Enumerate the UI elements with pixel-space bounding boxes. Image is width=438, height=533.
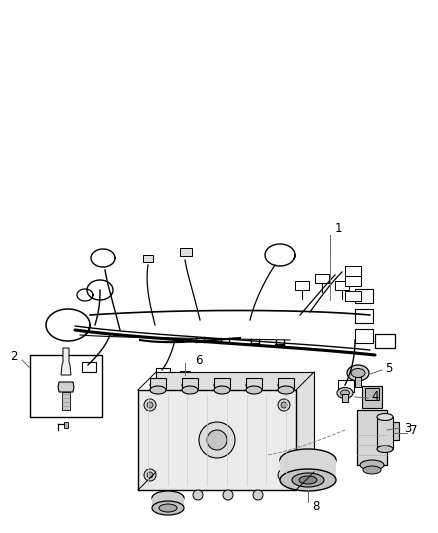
Bar xyxy=(246,378,262,390)
Text: 1: 1 xyxy=(335,222,343,235)
Text: 2: 2 xyxy=(10,351,18,364)
Circle shape xyxy=(144,399,156,411)
Bar xyxy=(362,386,382,408)
Ellipse shape xyxy=(280,449,336,471)
Bar xyxy=(180,371,190,381)
Circle shape xyxy=(207,430,227,450)
Ellipse shape xyxy=(278,386,294,394)
Bar xyxy=(182,378,198,390)
Circle shape xyxy=(223,490,233,500)
Ellipse shape xyxy=(340,390,350,396)
Ellipse shape xyxy=(182,381,198,389)
Ellipse shape xyxy=(278,381,294,389)
Bar xyxy=(64,422,68,428)
Bar xyxy=(177,379,193,391)
Ellipse shape xyxy=(360,460,384,470)
Ellipse shape xyxy=(246,386,262,394)
Ellipse shape xyxy=(182,386,198,394)
Ellipse shape xyxy=(337,387,353,399)
Circle shape xyxy=(278,469,290,481)
Ellipse shape xyxy=(159,504,177,512)
Bar xyxy=(342,394,348,402)
Ellipse shape xyxy=(351,368,365,377)
Circle shape xyxy=(193,490,203,500)
Circle shape xyxy=(147,402,153,408)
Ellipse shape xyxy=(377,446,393,453)
Ellipse shape xyxy=(292,473,324,487)
Bar xyxy=(150,378,166,390)
Circle shape xyxy=(278,399,290,411)
Ellipse shape xyxy=(246,381,262,389)
Bar xyxy=(280,460,336,480)
Bar xyxy=(355,309,373,323)
Ellipse shape xyxy=(280,469,336,491)
Bar xyxy=(180,248,192,256)
Circle shape xyxy=(168,405,176,413)
Bar xyxy=(30,355,102,417)
Text: 5: 5 xyxy=(385,361,392,375)
Bar xyxy=(214,378,230,390)
Bar xyxy=(375,334,395,348)
Bar xyxy=(152,498,184,508)
Text: 3: 3 xyxy=(404,422,411,434)
Text: 6: 6 xyxy=(195,353,202,367)
Circle shape xyxy=(147,472,153,478)
Ellipse shape xyxy=(152,501,184,515)
Bar xyxy=(82,362,96,372)
Ellipse shape xyxy=(150,381,166,389)
Bar xyxy=(138,390,296,490)
Polygon shape xyxy=(58,382,74,392)
Circle shape xyxy=(144,469,156,481)
Ellipse shape xyxy=(363,466,381,474)
Bar xyxy=(156,368,170,378)
Bar xyxy=(143,255,153,262)
Bar xyxy=(345,276,361,286)
Bar xyxy=(278,378,294,390)
Bar xyxy=(365,388,379,400)
Bar xyxy=(387,422,399,440)
Ellipse shape xyxy=(214,381,230,389)
Circle shape xyxy=(253,490,263,500)
Bar xyxy=(345,291,361,301)
Bar xyxy=(156,372,314,472)
Circle shape xyxy=(281,472,287,478)
Bar xyxy=(315,274,329,283)
Bar xyxy=(355,289,373,303)
Ellipse shape xyxy=(377,414,393,421)
Bar xyxy=(167,401,177,413)
Ellipse shape xyxy=(299,476,317,484)
Bar xyxy=(170,385,198,405)
Bar xyxy=(355,329,373,343)
Bar xyxy=(357,410,387,465)
Bar xyxy=(345,266,361,276)
Bar xyxy=(338,380,354,392)
Bar xyxy=(335,281,349,290)
Ellipse shape xyxy=(214,386,230,394)
Circle shape xyxy=(199,422,235,458)
Text: 8: 8 xyxy=(312,500,319,513)
Bar xyxy=(377,417,393,449)
Bar xyxy=(355,377,361,387)
Ellipse shape xyxy=(152,491,184,505)
Ellipse shape xyxy=(347,365,369,381)
Text: 4: 4 xyxy=(371,390,378,402)
Polygon shape xyxy=(61,348,71,375)
Circle shape xyxy=(281,402,287,408)
Text: 7: 7 xyxy=(410,424,417,438)
Bar xyxy=(295,281,309,290)
Bar xyxy=(62,392,70,410)
Ellipse shape xyxy=(150,386,166,394)
